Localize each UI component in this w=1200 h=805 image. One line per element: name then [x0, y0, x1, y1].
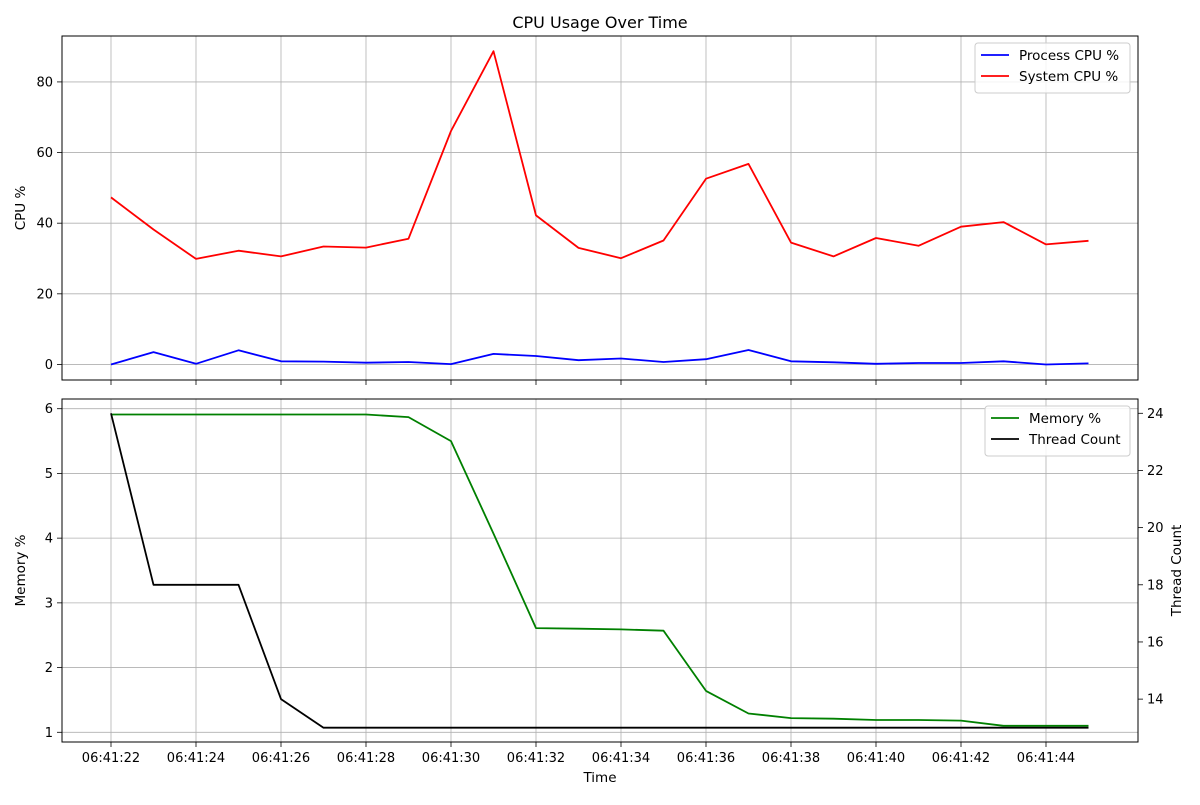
chart-title: CPU Usage Over Time — [512, 13, 687, 32]
x-tick-label: 06:41:32 — [507, 751, 565, 766]
x-tick-label: 06:41:42 — [932, 751, 990, 766]
legend-label-thread-count: Thread Count — [1028, 432, 1121, 448]
y-tick-label: 20 — [36, 287, 53, 302]
x-tick-label: 06:41:44 — [1017, 751, 1075, 766]
x-tick-label: 06:41:36 — [677, 751, 735, 766]
y-axis-label: Memory % — [13, 534, 29, 606]
legend: Memory % Thread Count — [984, 405, 1131, 457]
x-tick-label: 06:41:38 — [762, 751, 820, 766]
y-tick-label: 6 — [45, 402, 53, 417]
memory-thread-panel: 06:41:22 06:41:24 06:41:26 06:41:28 06:41:30… — [13, 398, 1185, 786]
x-tick-label: 06:41:34 — [592, 751, 650, 766]
x-tick-label: 06:41:22 — [82, 751, 140, 766]
y-tick-label: 4 — [45, 532, 53, 547]
series-line-process-cpu — [110, 349, 1089, 366]
legend-box — [984, 405, 1131, 457]
series-line-thread-count — [110, 413, 1089, 729]
y-tick-label: 1 — [45, 726, 53, 741]
y-right-tick-label: 18 — [1147, 578, 1164, 593]
y-tick-label: 5 — [45, 467, 53, 482]
plot-frame — [61, 398, 1139, 743]
y-right-axis-label: Thread Count — [1169, 525, 1185, 618]
x-tick-label: 06:41:24 — [167, 751, 225, 766]
y-right-tick-label: 24 — [1147, 407, 1164, 422]
legend-label-system-cpu: System CPU % — [1019, 69, 1118, 85]
plot-frame — [61, 35, 1139, 381]
x-tick-label: 06:41:28 — [337, 751, 395, 766]
y-right-tick-label: 16 — [1147, 635, 1164, 650]
y-axis-label: CPU % — [13, 186, 29, 231]
legend-label-process-cpu: Process CPU % — [1019, 48, 1119, 64]
legend: Process CPU % System CPU % — [974, 42, 1131, 94]
y-right-tick-label: 22 — [1147, 464, 1164, 479]
y-tick-label: 0 — [45, 358, 53, 373]
x-axis-label: Time — [582, 770, 616, 786]
legend-box — [974, 42, 1131, 94]
y-tick-label: 80 — [36, 75, 53, 90]
x-tick-label: 06:41:30 — [422, 751, 480, 766]
y-tick-label: 60 — [36, 146, 53, 161]
y-tick-label: 40 — [36, 217, 53, 232]
y-right-tick-label: 20 — [1147, 521, 1164, 536]
y-right-tick-label: 14 — [1147, 693, 1164, 708]
y-tick-label: 2 — [45, 661, 53, 676]
y-tick-label: 3 — [45, 596, 53, 611]
cpu-panel: 0 20 40 60 80 CPU % Process CPU % System CPU % — [13, 35, 1139, 385]
series-line-memory — [111, 413, 1089, 727]
x-tick-label: 06:41:26 — [252, 751, 310, 766]
x-tick-label: 06:41:40 — [847, 751, 905, 766]
legend-label-memory: Memory % — [1029, 411, 1101, 427]
series-line-system-cpu — [110, 50, 1089, 260]
